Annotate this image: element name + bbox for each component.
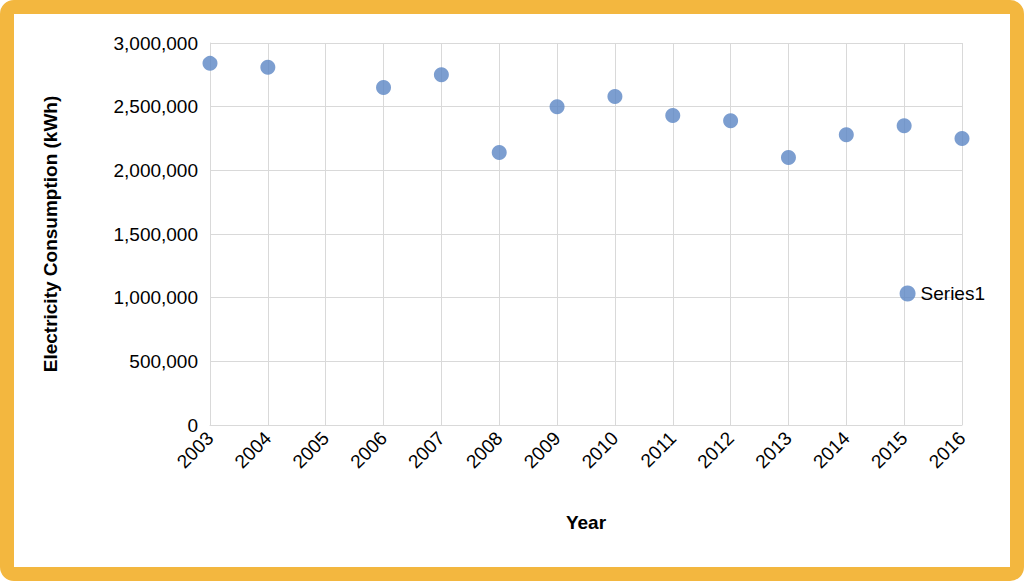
- svg-text:2006: 2006: [346, 428, 391, 473]
- svg-text:2,500,000: 2,500,000: [113, 96, 198, 117]
- svg-text:2003: 2003: [173, 428, 218, 473]
- svg-text:2008: 2008: [462, 428, 507, 473]
- svg-text:2015: 2015: [867, 428, 912, 473]
- svg-text:2013: 2013: [751, 428, 796, 473]
- svg-text:2014: 2014: [809, 428, 854, 473]
- svg-text:2005: 2005: [288, 428, 333, 473]
- svg-text:2011: 2011: [636, 428, 680, 472]
- svg-text:3,000,000: 3,000,000: [113, 33, 198, 54]
- svg-text:2004: 2004: [231, 428, 276, 473]
- svg-text:2016: 2016: [925, 428, 970, 473]
- svg-text:500,000: 500,000: [129, 351, 198, 372]
- svg-text:2,000,000: 2,000,000: [113, 160, 198, 181]
- svg-text:1,000,000: 1,000,000: [113, 287, 198, 308]
- svg-text:1,500,000: 1,500,000: [113, 224, 198, 245]
- svg-text:Series1: Series1: [921, 283, 985, 304]
- svg-text:2007: 2007: [404, 428, 449, 473]
- svg-text:2012: 2012: [693, 428, 738, 473]
- svg-text:0: 0: [187, 414, 198, 436]
- svg-text:2010: 2010: [578, 428, 623, 473]
- svg-text:2009: 2009: [520, 428, 565, 473]
- svg-text:Electricity Consumption (kWh): Electricity Consumption (kWh): [40, 96, 61, 373]
- svg-text:Year: Year: [566, 512, 607, 533]
